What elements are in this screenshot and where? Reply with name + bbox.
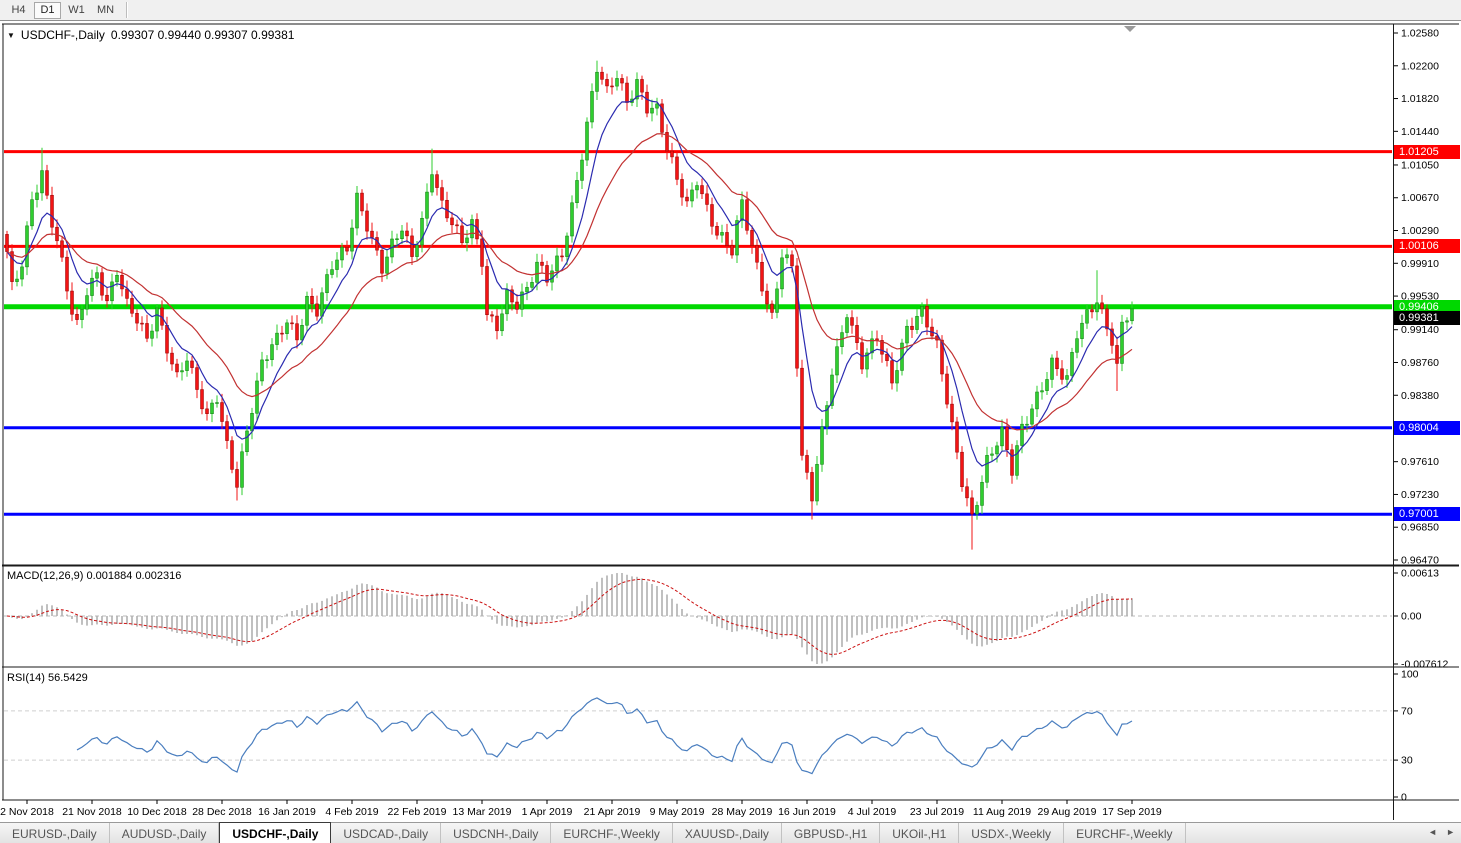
main-price-panel[interactable] <box>4 60 1393 550</box>
date-tick-label: 9 May 2019 <box>650 806 705 818</box>
date-tick-label: 16 Jan 2019 <box>258 806 316 818</box>
price-tick-label: 1.01050 <box>1401 159 1439 171</box>
chart-shift-marker-icon[interactable] <box>1124 26 1136 32</box>
price-tick-label: 0.99910 <box>1401 258 1439 270</box>
timeframe-button-w1[interactable]: W1 <box>68 4 85 16</box>
symbol-tab-eurusd-daily[interactable]: EURUSD-,Daily <box>0 823 110 843</box>
symbol-tab-usdcad-daily[interactable]: USDCAD-,Daily <box>331 823 442 843</box>
timeframe-button-d1[interactable]: D1 <box>34 1 61 19</box>
date-tick-label: 29 Aug 2019 <box>1038 806 1097 818</box>
chart-ohlc-values: 0.99307 0.99440 0.99307 0.99381 <box>110 28 295 42</box>
symbol-tab-ukoil-h1[interactable]: UKOil-,H1 <box>880 823 960 843</box>
toolbar-separator <box>126 2 128 18</box>
rsi-label: RSI(14) 56.5429 <box>7 672 88 684</box>
price-tick-label: 1.02200 <box>1401 60 1439 72</box>
price-level-label-resistance: 1.00106 <box>1394 239 1460 254</box>
symbol-tab-eurchf-weekly[interactable]: EURCHF-,Weekly <box>1064 823 1186 843</box>
date-tick-label: 4 Jul 2019 <box>848 806 897 818</box>
price-tick-label: 0.99530 <box>1401 291 1439 303</box>
rsi-tick-label: 30 <box>1401 755 1413 767</box>
price-tick-label: 0.98380 <box>1401 390 1439 402</box>
rsi-tick-label: 0 <box>1401 792 1407 804</box>
timeframe-button-h4[interactable]: H4 <box>11 4 26 16</box>
date-tick-label: 23 Jul 2019 <box>910 806 964 818</box>
price-level-label-resistance: 1.01205 <box>1394 144 1460 159</box>
symbol-tab-audusd-daily[interactable]: AUDUSD-,Daily <box>110 823 220 843</box>
symbol-tab-usdx-weekly[interactable]: USDX-,Weekly <box>959 823 1065 843</box>
date-tick-label: 22 Feb 2019 <box>388 806 447 818</box>
rsi-line <box>76 697 1133 775</box>
date-tick-label: 28 Dec 2018 <box>192 806 252 818</box>
symbol-tabbar: EURUSD-,Daily AUDUSD-,Daily USDCHF-,Daily U… <box>0 822 1461 843</box>
price-tick-label: 1.01440 <box>1401 126 1439 138</box>
price-level-label-support: 0.98004 <box>1394 420 1460 435</box>
price-tick-label: 0.96850 <box>1401 522 1439 534</box>
symbol-tab-xauusd-daily[interactable]: XAUUSD-,Daily <box>673 823 782 843</box>
macd-label: MACD(12,26,9) 0.001884 0.002316 <box>7 570 181 582</box>
date-tick-label: 4 Feb 2019 <box>325 806 378 818</box>
tab-scroll-arrows: ◄ ► <box>1428 827 1455 837</box>
rsi-name: RSI(14) <box>7 672 45 684</box>
fast-ma-line <box>6 94 1133 467</box>
slow-ma-line <box>6 133 1133 431</box>
chart-title: ▼ USDCHF-,Daily 0.99307 0.99440 0.99307 … <box>7 28 294 42</box>
date-tick-label: 11 Aug 2019 <box>973 806 1031 818</box>
price-tick-label: 0.98760 <box>1401 357 1439 369</box>
date-tick-label: 13 Mar 2019 <box>453 806 512 818</box>
price-tick-label: 1.00290 <box>1401 225 1439 237</box>
chart-canvas[interactable]: 1.02580 1.02200 1.01820 1.01440 1.01050 1.006… <box>0 21 1461 822</box>
current-price-label: 0.99381 <box>1394 311 1460 325</box>
price-level-label-pivot: 0.99406 <box>1394 299 1460 314</box>
date-tick-label: 16 Jun 2019 <box>778 806 836 818</box>
price-tick-label: 0.96470 <box>1401 555 1439 567</box>
macd-tick-label: -0.007612 <box>1401 659 1448 671</box>
price-tick-label: 1.01820 <box>1401 93 1439 105</box>
price-tick-label: 0.97230 <box>1401 489 1439 501</box>
price-level-label-support: 0.97001 <box>1394 507 1460 522</box>
macd-name: MACD(12,26,9) <box>7 570 84 582</box>
macd-signal-line <box>6 578 1133 655</box>
timeframe-toolbar: H4 D1 W1 MN <box>0 0 1461 21</box>
macd-panel[interactable] <box>4 573 1393 664</box>
price-tick-label: 0.99140 <box>1401 324 1439 336</box>
rsi-tick-label: 100 <box>1401 669 1419 681</box>
rsi-panel[interactable] <box>4 697 1393 775</box>
date-tick-label: 21 Nov 2018 <box>62 806 122 818</box>
macd-main-value: 0.001884 <box>86 570 133 582</box>
price-tick-label: 1.02580 <box>1401 28 1439 40</box>
tab-scroll-left-icon[interactable]: ◄ <box>1428 827 1438 837</box>
timeframe-button-mn[interactable]: MN <box>96 4 115 16</box>
date-tick-label: 10 Dec 2018 <box>127 806 187 818</box>
date-tick-label: 2 Nov 2018 <box>0 806 54 818</box>
tab-scroll-right-icon[interactable]: ► <box>1446 827 1455 837</box>
symbol-tab-usdchf-daily[interactable]: USDCHF-,Daily <box>219 822 332 843</box>
chart-dropdown-icon[interactable]: ▼ <box>7 30 15 40</box>
price-tick-label: 0.97610 <box>1401 456 1439 468</box>
date-tick-label: 1 Apr 2019 <box>522 806 573 818</box>
date-tick-label: 28 May 2019 <box>712 806 773 818</box>
price-tick-label: 1.00670 <box>1401 192 1439 204</box>
macd-tick-label: 0.00613 <box>1401 568 1439 580</box>
macd-signal-value: 0.002316 <box>135 570 182 582</box>
rsi-value: 56.5429 <box>47 672 88 684</box>
symbol-tab-eurchf-weekly[interactable]: EURCHF-,Weekly <box>551 823 673 843</box>
date-tick-label: 17 Sep 2019 <box>1102 806 1162 818</box>
date-tick-label: 21 Apr 2019 <box>584 806 641 818</box>
date-axis: 2 Nov 2018 21 Nov 2018 10 Dec 2018 28 Dec 2… <box>0 800 1162 818</box>
symbol-tab-usdcnh-daily[interactable]: USDCNH-,Daily <box>441 823 552 843</box>
macd-tick-label: 0.00 <box>1401 611 1422 623</box>
chart-symbol-period: USDCHF-,Daily <box>20 28 105 42</box>
price-axis: 1.02580 1.02200 1.01820 1.01440 1.01050 1.006… <box>1394 28 1448 804</box>
rsi-tick-label: 70 <box>1401 705 1413 717</box>
symbol-tab-gbpusd-h1[interactable]: GBPUSD-,H1 <box>782 823 881 843</box>
